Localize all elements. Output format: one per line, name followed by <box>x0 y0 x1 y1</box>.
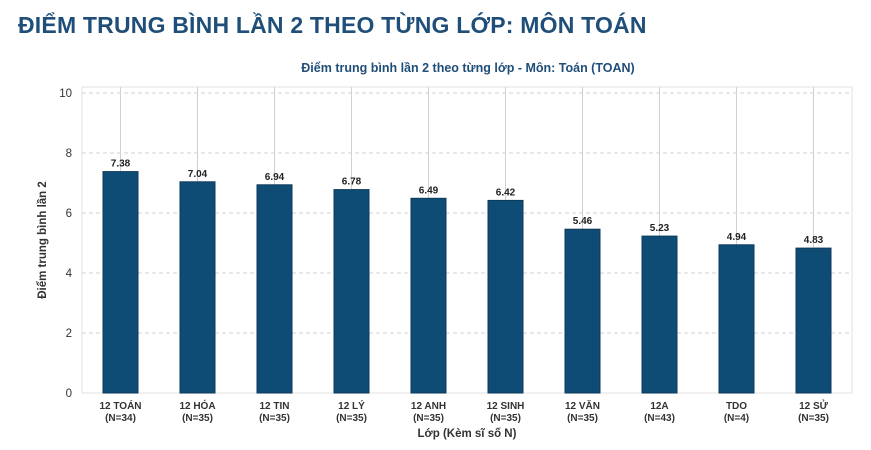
x-tick-count: (N=34) <box>105 413 136 424</box>
x-axis-label: Lớp (Kèm sĩ số N) <box>418 428 517 440</box>
y-tick-label: 8 <box>66 148 72 160</box>
data-label: 6.42 <box>496 187 516 198</box>
x-tick-count: (N=4) <box>724 413 749 424</box>
y-tick-label: 10 <box>59 88 72 100</box>
bars: 7.38 7.04 6.94 6.78 6.49 6.42 5.46 5.23 4.94 4.83 <box>102 159 832 394</box>
data-label: 7.04 <box>188 169 208 180</box>
x-tick-label: 12 HÓA <box>179 399 215 412</box>
x-tick-count: (N=35) <box>336 413 367 424</box>
bar <box>102 171 139 394</box>
x-tick-count: (N=43) <box>644 413 675 424</box>
bar <box>256 184 293 394</box>
x-tick-count: (N=35) <box>259 413 290 424</box>
data-label: 4.83 <box>804 235 824 246</box>
bar <box>410 197 447 394</box>
data-label: 7.38 <box>111 159 131 170</box>
bar <box>718 244 755 394</box>
x-tick-count: (N=35) <box>413 413 444 424</box>
y-tick-label: 4 <box>66 268 73 280</box>
x-tick-label: 12 LÝ <box>338 399 365 412</box>
chart-title: Điểm trung bình lần 2 theo từng lớp - Mô… <box>301 61 634 75</box>
data-label: 5.46 <box>573 216 593 227</box>
bar <box>641 235 678 394</box>
x-tick-count: (N=35) <box>182 413 213 424</box>
data-label: 6.94 <box>265 172 285 183</box>
x-tick-count: (N=35) <box>490 413 521 424</box>
x-tick-label: 12 TOÁN <box>99 399 141 412</box>
x-tick-labels: 12 TOÁN(N=34)12 HÓA(N=35)12 TIN(N=35)12 … <box>99 399 828 424</box>
x-tick-label: 12A <box>650 401 668 412</box>
bar <box>564 228 601 394</box>
data-label: 6.78 <box>342 177 362 188</box>
y-tick-label: 2 <box>66 328 72 340</box>
x-tick-count: (N=35) <box>567 413 598 424</box>
plot-area <box>81 86 853 394</box>
x-tick-label: 12 SINH <box>487 401 525 412</box>
bar <box>795 247 832 394</box>
bar <box>333 189 370 394</box>
x-tick-count: (N=35) <box>798 413 829 424</box>
x-tick-label: 12 SỬ <box>799 399 829 412</box>
x-tick-label: TDO <box>726 401 747 412</box>
x-tick-label: 12 VĂN <box>565 399 600 412</box>
data-label: 5.23 <box>650 223 670 234</box>
x-tick-label: 12 TIN <box>259 401 289 412</box>
y-tick-label: 0 <box>66 388 72 400</box>
page-title: ĐIỂM TRUNG BÌNH LẦN 2 THEO TỪNG LỚP: MÔN… <box>18 12 647 38</box>
x-tick-label: 12 ANH <box>411 401 446 412</box>
data-label: 4.94 <box>727 232 747 243</box>
data-label: 6.49 <box>419 185 439 196</box>
y-axis-label: Điểm trung bình lần 2 <box>37 181 49 299</box>
y-tick-labels: 0 2 4 6 8 10 <box>59 88 72 400</box>
bar <box>179 181 216 394</box>
bar <box>487 199 524 394</box>
y-tick-label: 6 <box>66 208 72 220</box>
